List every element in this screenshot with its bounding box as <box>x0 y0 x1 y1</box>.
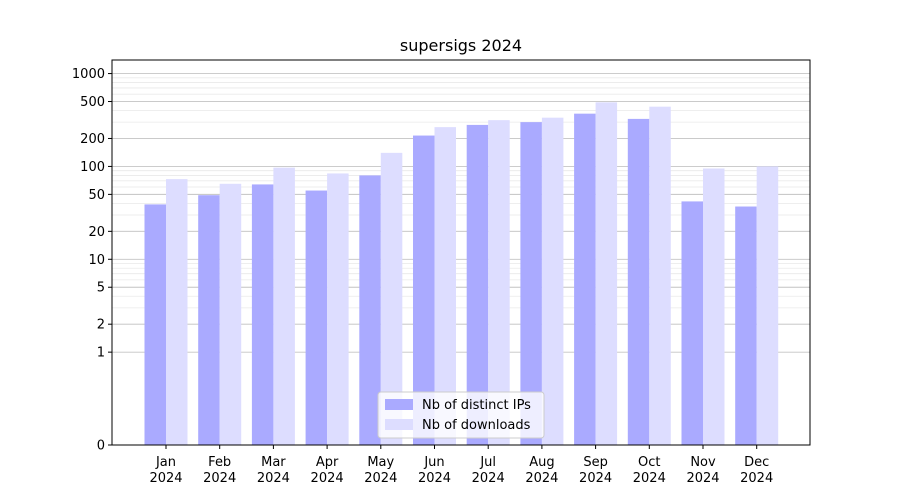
x-tick-label-year: 2024 <box>364 471 397 486</box>
y-axis: 0 1 2 5 10 20 50 100 200 500 1000 <box>72 67 112 454</box>
bar-downloads <box>595 102 618 446</box>
bar-downloads <box>756 166 779 446</box>
y-tick-label: 20 <box>88 225 105 240</box>
bar-downloads <box>488 120 510 446</box>
bars-layer <box>144 102 779 446</box>
bar-ips <box>198 195 220 445</box>
bar-ips <box>413 135 435 445</box>
bar-ips <box>144 204 166 445</box>
legend-box <box>377 391 545 439</box>
x-tick-label-year: 2024 <box>418 471 451 486</box>
bar-ips <box>735 206 757 445</box>
plot-frame <box>111 59 811 446</box>
x-tick-label-month: Jul <box>479 455 496 470</box>
x-tick-label-year: 2024 <box>149 471 182 486</box>
bar-downloads <box>649 106 671 445</box>
y-tick-label: 1000 <box>72 67 105 82</box>
legend-label: Nb of distinct IPs <box>422 398 531 413</box>
bar-ips <box>574 113 596 445</box>
x-tick-label-month: Apr <box>316 455 339 470</box>
bar-downloads <box>166 179 188 446</box>
y-tick-label: 5 <box>97 281 105 296</box>
x-tick-label-year: 2024 <box>311 471 344 486</box>
bar-ips <box>520 122 542 446</box>
bar-ips <box>359 175 381 446</box>
x-tick-label-month: Jan <box>155 455 176 470</box>
bar-downloads <box>273 167 295 445</box>
bar-ips <box>466 124 489 446</box>
y-tick-label: 1 <box>97 346 105 361</box>
bar-downloads <box>380 152 403 445</box>
legend-swatch <box>385 419 413 430</box>
legend-label: Nb of downloads <box>422 418 531 433</box>
chart-title: supersigs 2024 <box>400 36 522 55</box>
x-tick-label-year: 2024 <box>257 471 290 486</box>
x-tick-label-year: 2024 <box>740 471 773 486</box>
bar-ips <box>305 190 328 445</box>
x-tick-label-year: 2024 <box>686 471 719 486</box>
bar-ips <box>627 118 650 445</box>
bar-ips <box>681 201 703 445</box>
y-tick-label: 50 <box>88 188 105 203</box>
y-tick-label: 0 <box>97 439 105 454</box>
x-tick-label-month: Aug <box>529 455 554 470</box>
bar-ips <box>251 184 274 445</box>
x-tick-label-year: 2024 <box>472 471 505 486</box>
x-tick-label-month: Nov <box>690 455 716 470</box>
bar-downloads <box>703 168 725 446</box>
y-tick-label: 200 <box>80 132 105 147</box>
x-tick-label-year: 2024 <box>525 471 558 486</box>
x-tick-label-month: Feb <box>208 455 231 470</box>
y-tick-label: 100 <box>80 160 105 175</box>
y-tick-label: 10 <box>88 253 105 268</box>
x-tick-label-year: 2024 <box>579 471 612 486</box>
x-tick-label-month: Mar <box>261 455 286 470</box>
x-axis: Jan2024Feb2024Mar2024Apr2024May2024Jun20… <box>149 445 773 486</box>
bar-downloads <box>327 173 349 446</box>
y-tick-label: 2 <box>97 318 105 333</box>
x-tick-label-month: Jun <box>423 455 444 470</box>
bar-downloads <box>434 127 456 446</box>
x-tick-label-month: Dec <box>744 455 769 470</box>
x-tick-label-month: May <box>367 455 394 470</box>
bar-downloads <box>541 117 564 446</box>
x-tick-label-year: 2024 <box>203 471 236 486</box>
x-tick-label-year: 2024 <box>633 471 666 486</box>
x-tick-label-month: Sep <box>583 455 608 470</box>
legend-swatch <box>385 399 413 410</box>
x-tick-label-month: Oct <box>638 455 660 470</box>
y-tick-label: 500 <box>80 95 105 110</box>
bar-downloads <box>219 183 242 446</box>
legend: Nb of distinct IPs Nb of downloads <box>377 391 545 439</box>
